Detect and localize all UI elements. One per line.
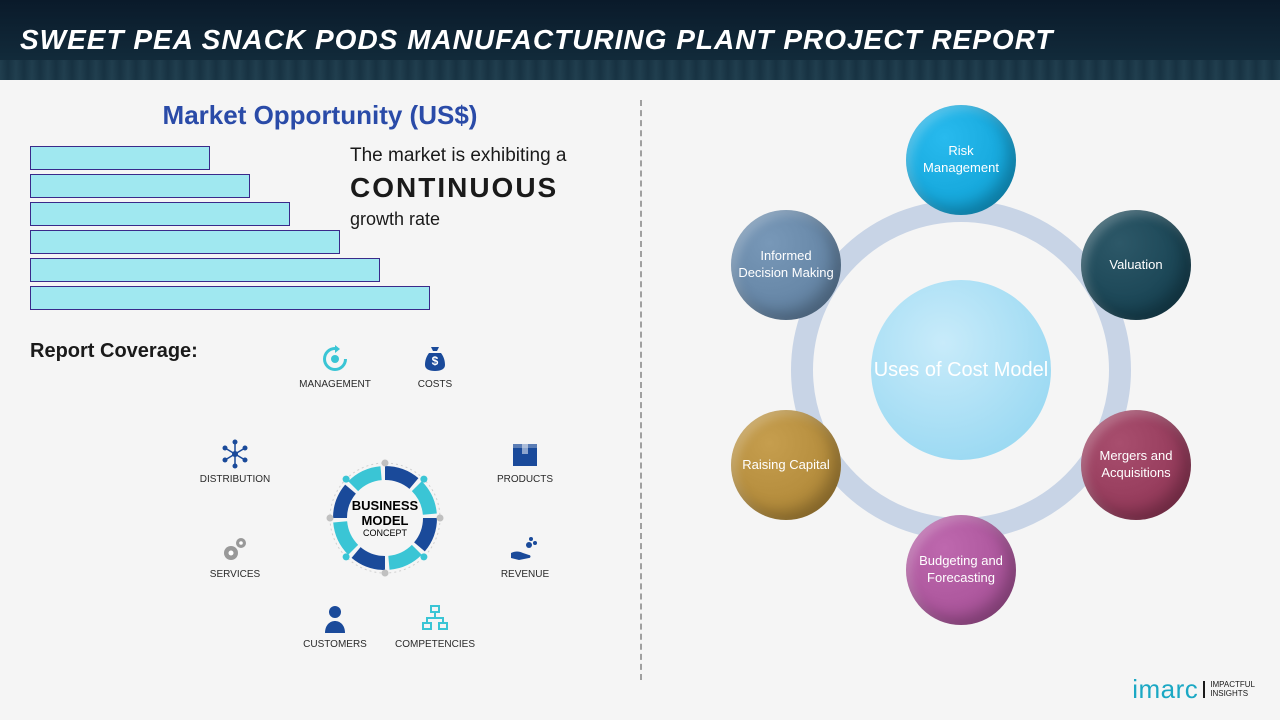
page-title: SWEET PEA SNACK PODS MANUFACTURING PLANT…	[20, 24, 1054, 56]
market-opportunity-title: Market Opportunity (US$)	[30, 100, 610, 131]
brand-logo: imarc IMPACTFUL INSIGHTS	[1132, 674, 1255, 705]
cost-model-center: Uses of Cost Model	[871, 280, 1051, 460]
cost-model-center-label: Uses of Cost Model	[874, 359, 1049, 382]
left-panel: Market Opportunity (US$) The market is e…	[0, 80, 640, 720]
logo-tagline: IMPACTFUL INSIGHTS	[1203, 681, 1255, 699]
bm-node-revenue: REVENUE	[480, 533, 570, 580]
bm-node-services: SERVICES	[190, 533, 280, 580]
chart-bar	[30, 258, 610, 282]
cost-node: Raising Capital	[731, 410, 841, 520]
cost-node: Valuation	[1081, 210, 1191, 320]
business-model-center-label: BUSINESS MODEL CONCEPT	[352, 498, 418, 538]
growth-text-line2: growth rate	[350, 209, 610, 230]
right-panel: Uses of Cost Model Risk Management Valuat…	[642, 80, 1280, 720]
cost-node: Budgeting and Forecasting	[906, 515, 1016, 625]
svg-text:$: $	[432, 354, 439, 368]
growth-callout: The market is exhibiting a CONTINUOUS gr…	[350, 145, 610, 230]
growth-text-line1: The market is exhibiting a	[350, 145, 610, 167]
cost-node: Informed Decision Making	[731, 210, 841, 320]
chart-bar	[30, 230, 610, 254]
cost-node: Risk Management	[906, 105, 1016, 215]
cost-node: Mergers and Acquisitions	[1081, 410, 1191, 520]
bm-node-customers: CUSTOMERS	[290, 603, 380, 650]
growth-text-emphasis: CONTINUOUS	[350, 172, 610, 204]
header-skyline-decoration	[0, 60, 1280, 80]
header-banner: SWEET PEA SNACK PODS MANUFACTURING PLANT…	[0, 0, 1280, 80]
cost-model-diagram: Uses of Cost Model Risk ManagementValuat…	[711, 120, 1211, 620]
business-model-center: BUSINESS MODEL CONCEPT	[320, 453, 450, 583]
content-area: Market Opportunity (US$) The market is e…	[0, 80, 1280, 720]
bm-node-distribution: DISTRIBUTION	[190, 438, 280, 485]
business-model-diagram: BUSINESS MODEL CONCEPT MANAGEMENT$COSTS P…	[190, 343, 620, 653]
bm-node-management: MANAGEMENT	[290, 343, 380, 390]
bm-node-costs: $COSTS	[390, 343, 480, 390]
bm-node-competencies: COMPETENCIES	[390, 603, 480, 650]
bm-node-products: PRODUCTS	[480, 438, 570, 485]
logo-text: imarc	[1132, 674, 1198, 705]
chart-bar	[30, 286, 610, 310]
